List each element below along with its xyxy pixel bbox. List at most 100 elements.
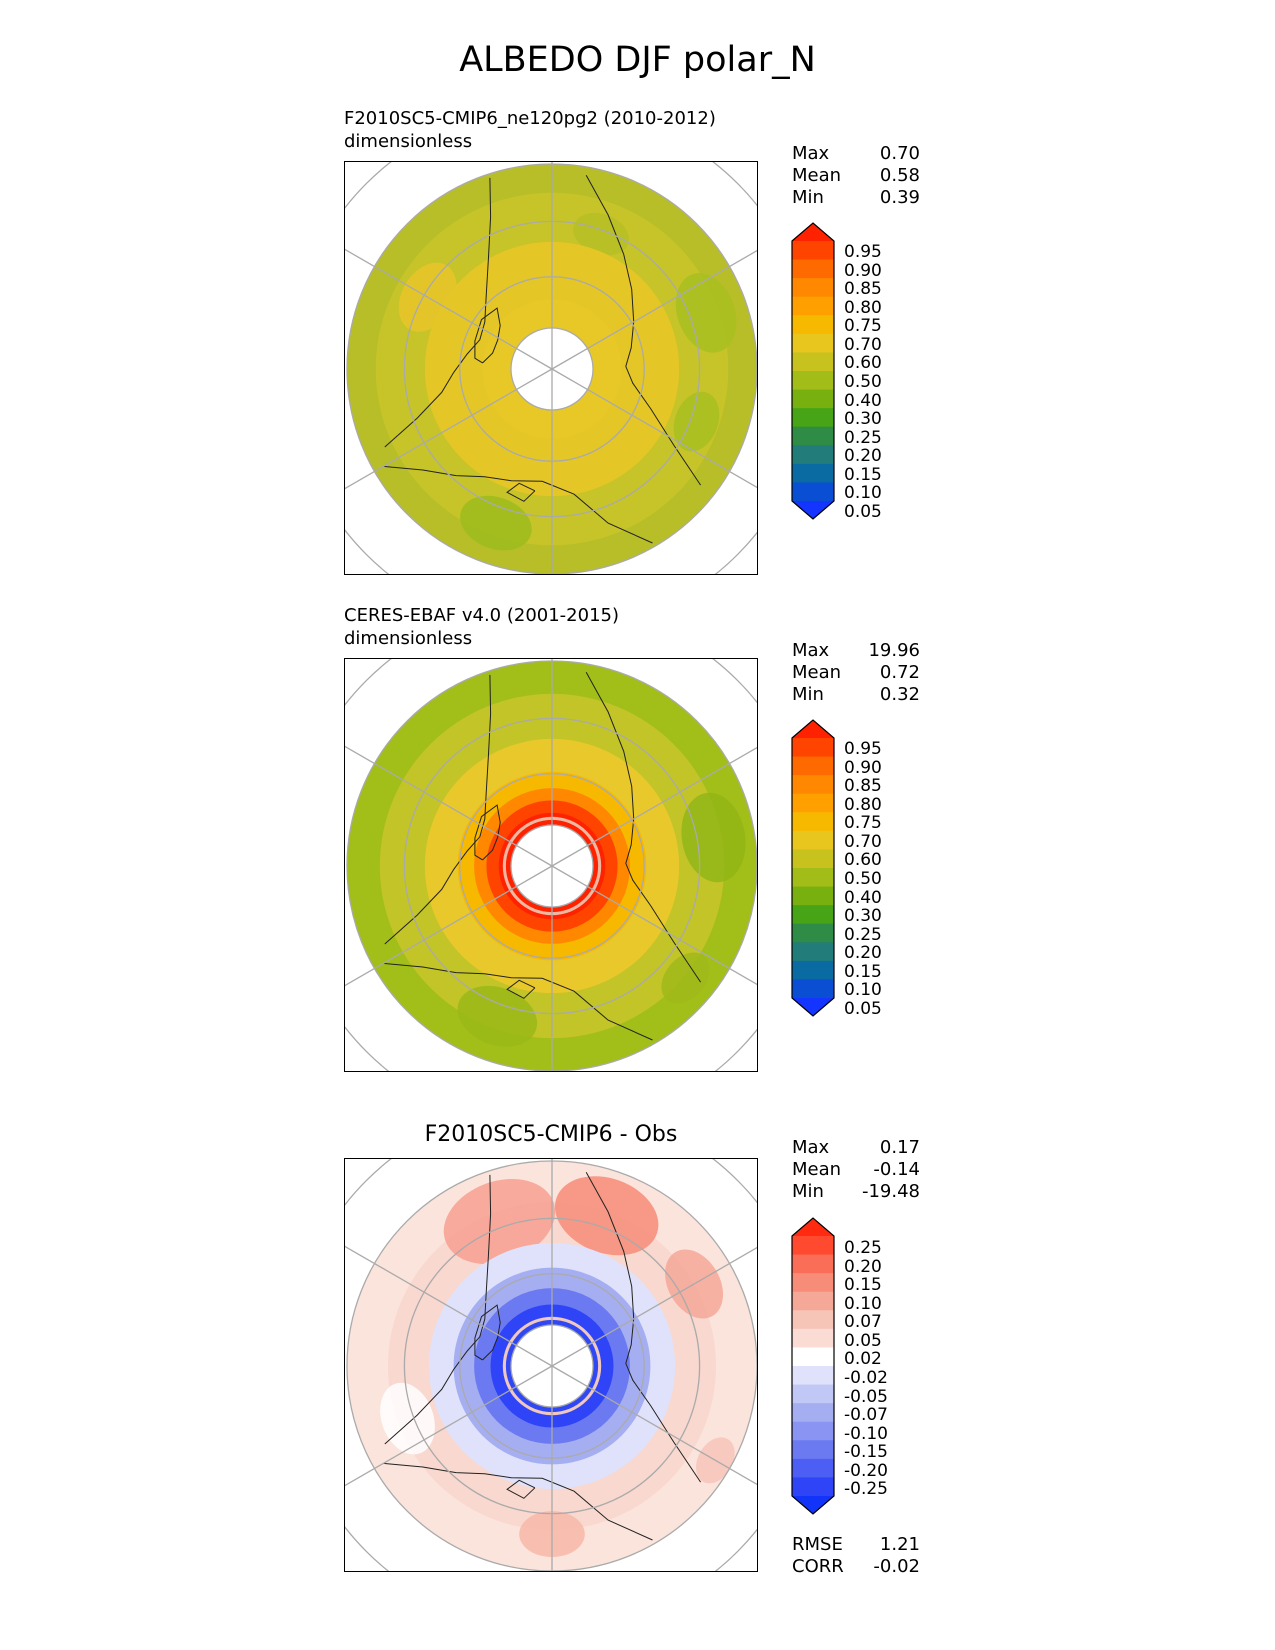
obs-meridian	[551, 746, 757, 867]
colorbar-tick-label: 0.30	[844, 906, 882, 927]
diff-coastline	[585, 1171, 702, 1483]
field-colorbar-segment	[792, 389, 834, 409]
diff-meridian	[551, 1246, 757, 1367]
model-panel-title: F2010SC5-CMIP6_ne120pg2 (2010-2012) dime…	[344, 107, 716, 153]
colorbar-tick-label: 0.60	[844, 850, 882, 871]
diff-colorbar-segment	[792, 1347, 834, 1367]
corr-value: -0.02	[873, 1556, 920, 1577]
obs-stats: Max 19.96 Mean 0.72 Min 0.32	[792, 640, 920, 706]
colorbar-tick-label: 0.95	[844, 242, 882, 262]
obs-field-patch	[661, 952, 710, 1004]
diff-meridian	[345, 1365, 553, 1487]
diff-coastline	[384, 1174, 492, 1445]
colorbar-tick-label: 0.50	[844, 372, 882, 392]
obs-meridian	[551, 865, 757, 986]
field-colorbar-segment	[792, 868, 834, 888]
field-colorbar-segment	[792, 775, 834, 795]
colorbar-tick-label: 0.60	[844, 353, 882, 374]
diff-mean-label: Mean	[792, 1159, 842, 1180]
diff-coastline	[474, 1304, 501, 1361]
figure-title: ALBEDO DJF polar_N	[459, 40, 816, 80]
model-coastline	[506, 482, 536, 502]
colorbar-tick-label: 0.85	[844, 776, 882, 797]
model-min-value: 0.39	[879, 187, 920, 208]
colorbar-tick-label: 0.05	[844, 1330, 882, 1351]
diff-colorbar	[791, 1217, 835, 1515]
diff-coastline	[383, 1462, 653, 1541]
colorbar-tick-label: 0.50	[844, 869, 882, 889]
field-colorbar-segment	[792, 886, 834, 906]
colorbar-tick-label: 0.80	[844, 794, 882, 815]
obs-min-value: 0.32	[879, 684, 920, 705]
colorbar-tick-label: 0.25	[844, 427, 882, 448]
diff-colorbar-segment	[792, 1403, 834, 1423]
diff-max-label: Max	[792, 1137, 830, 1158]
diff-mean-value: -0.14	[873, 1159, 920, 1180]
diff-colorbar-extend-top	[792, 1218, 834, 1236]
colorbar-tick-label: -0.20	[844, 1460, 888, 1481]
colorbar-tick-label: 0.85	[844, 279, 882, 300]
field-colorbar-segment	[792, 315, 834, 335]
model-coastline	[585, 174, 702, 486]
field-colorbar-segment	[792, 333, 834, 354]
model-meridian	[551, 368, 757, 489]
colorbar-tick-label: 0.10	[844, 1293, 882, 1314]
field-colorbar-extend-top	[792, 223, 834, 241]
obs-polar-map	[344, 658, 758, 1072]
model-panel-title-line1: F2010SC5-CMIP6_ne120pg2 (2010-2012)	[344, 108, 716, 129]
obs-max-label: Max	[792, 640, 830, 661]
field-colorbar-segment	[792, 756, 834, 776]
obs-min-label: Min	[792, 684, 824, 705]
colorbar-tick-label: 0.02	[844, 1349, 882, 1370]
colorbar-tick-label: 0.20	[844, 1256, 882, 1277]
diff-map-svg	[345, 1159, 757, 1571]
colorbar-tick-label: 0.75	[844, 316, 882, 337]
diff-polar-map	[344, 1158, 758, 1572]
colorbar-tick-label: 0.75	[844, 813, 882, 834]
model-field-patch	[460, 495, 532, 551]
diff-colorbar-svg	[791, 1217, 835, 1515]
diff-colorbar-segment	[792, 1366, 834, 1386]
obs-coastline	[585, 671, 702, 983]
diff-colorbar-segment	[792, 1310, 834, 1330]
diff-colorbar-segment	[792, 1328, 834, 1349]
field-colorbar-segment	[792, 463, 834, 484]
obs-field-patch	[457, 985, 538, 1047]
colorbar-tick-label: -0.07	[844, 1405, 888, 1426]
field-colorbar-segment	[792, 960, 834, 981]
model-stats: Max 0.70 Mean 0.58 Min 0.39	[792, 143, 920, 209]
model-min-label: Min	[792, 187, 824, 208]
colorbar-tick-label: 0.10	[844, 980, 882, 1001]
diff-panel-title: F2010SC5-CMIP6 - Obs	[424, 1122, 678, 1147]
colorbar-tick-label: 0.15	[844, 464, 882, 485]
colorbar-tick-label: 0.70	[844, 334, 882, 355]
field-colorbar-extend-bottom	[792, 998, 834, 1016]
field-colorbar-segment	[792, 905, 834, 925]
model-field-patch	[573, 212, 629, 256]
model-panel-units: dimensionless	[344, 131, 473, 152]
model-mean-value: 0.58	[879, 165, 920, 186]
model-field-patch	[673, 391, 720, 452]
colorbar-tick-label: 0.25	[844, 1238, 882, 1258]
diff-colorbar-segment	[792, 1458, 834, 1479]
field-colorbar-segment	[792, 830, 834, 851]
obs-mean-value: 0.72	[879, 662, 920, 683]
colorbar-tick-label: 0.05	[844, 999, 882, 1019]
field-colorbar-segment	[792, 445, 834, 465]
colorbar-tick-label: 0.80	[844, 297, 882, 318]
obs-panel-units: dimensionless	[344, 628, 473, 649]
field-colorbar-segment	[792, 296, 834, 316]
field-colorbar-segment	[792, 942, 834, 962]
colorbar-tick-label: 0.90	[844, 757, 882, 778]
model-max-label: Max	[792, 143, 830, 164]
obs-coastline	[506, 979, 536, 999]
colorbar-tick-label: 0.07	[844, 1312, 882, 1333]
diff-colorbar-segment	[792, 1273, 834, 1293]
model-meridian	[345, 248, 553, 370]
model-max-value: 0.70	[879, 143, 920, 164]
colorbar-tick-label: 0.25	[844, 924, 882, 945]
colorbar-tick-label: -0.02	[844, 1368, 888, 1388]
colorbar-tick-label: 0.20	[844, 446, 882, 467]
rmse-value: 1.21	[879, 1534, 920, 1555]
obs-panel-title-line1: CERES-EBAF v4.0 (2001-2015)	[344, 605, 620, 626]
